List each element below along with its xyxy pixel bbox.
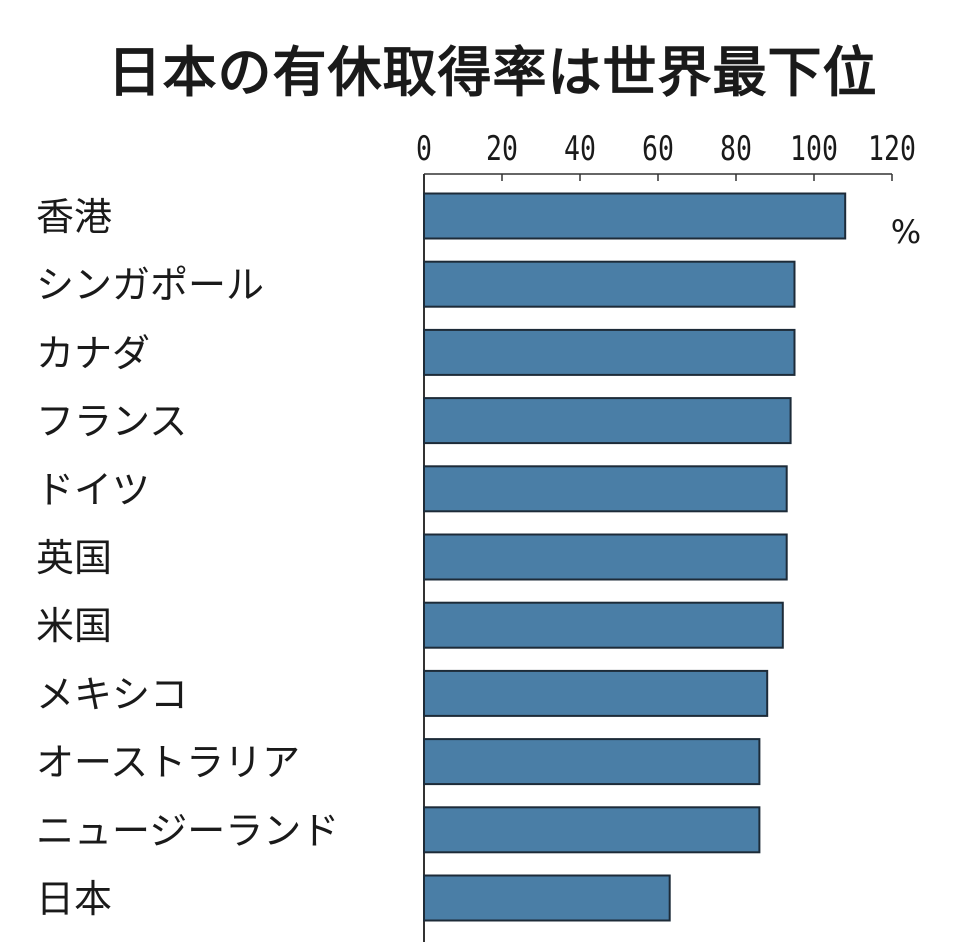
category-label: フランス <box>36 400 187 444</box>
bar <box>423 533 788 581</box>
category-label: 香港 <box>36 195 112 239</box>
category-label: メキシコ <box>36 672 188 716</box>
x-tick-label: 80 <box>720 130 752 169</box>
x-tick-label: 20 <box>486 130 518 169</box>
category-label: 日本 <box>36 877 112 921</box>
bar <box>423 738 761 786</box>
category-label: シンガポール <box>36 263 264 307</box>
x-tick-label: 60 <box>642 130 674 169</box>
x-tick-label: 100 <box>790 130 838 169</box>
bar <box>423 192 847 240</box>
x-tick-label: 40 <box>564 130 596 169</box>
category-label: ドイツ <box>36 468 150 512</box>
x-tick-label: 0 <box>416 130 432 169</box>
bar <box>423 465 788 513</box>
category-label: オーストラリア <box>36 741 300 785</box>
chart-title: 日本の有休取得率は世界最下位 <box>107 41 878 104</box>
category-label: 英国 <box>36 536 112 580</box>
category-label: ニュージーランド <box>36 809 339 853</box>
bar <box>423 328 796 376</box>
bar <box>423 806 761 854</box>
category-label: カナダ <box>36 331 150 375</box>
bar <box>423 601 784 649</box>
bar <box>423 397 792 445</box>
bar <box>423 669 769 717</box>
bar <box>423 874 671 922</box>
bar <box>423 260 796 308</box>
unit-label: % <box>891 213 921 251</box>
category-label: 米国 <box>36 604 112 648</box>
x-tick-label: 120 <box>868 130 916 169</box>
